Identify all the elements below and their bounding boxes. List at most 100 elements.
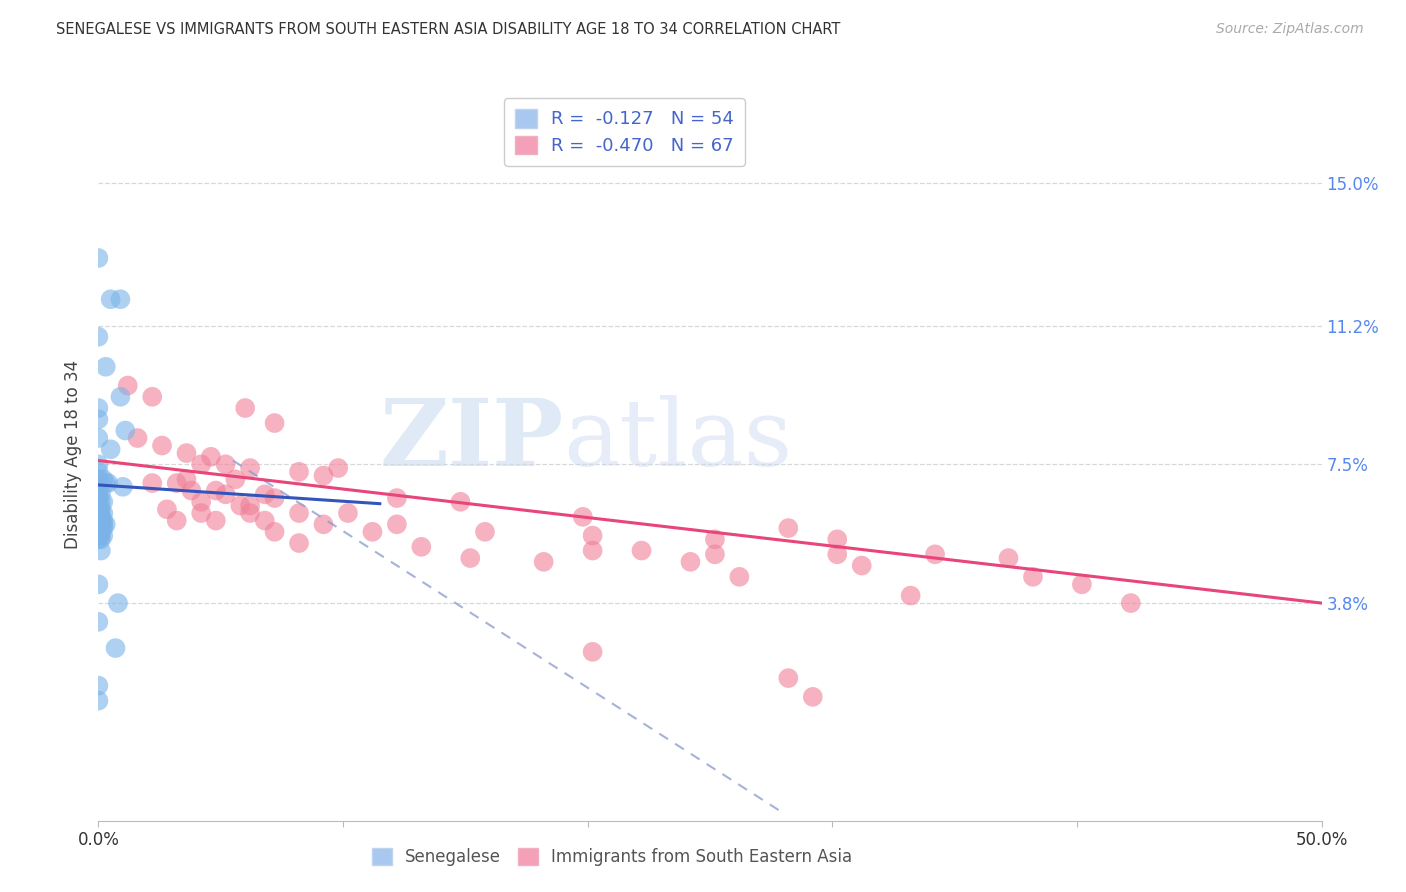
Point <box>87 401 110 415</box>
Point <box>450 495 472 509</box>
Point <box>190 506 212 520</box>
Point <box>87 465 110 479</box>
Point <box>233 401 256 415</box>
Point <box>581 543 603 558</box>
Point <box>1022 570 1045 584</box>
Point <box>263 416 285 430</box>
Point <box>200 450 222 464</box>
Point <box>91 521 114 535</box>
Y-axis label: Disability Age 18 to 34: Disability Age 18 to 34 <box>65 360 83 549</box>
Point <box>572 509 595 524</box>
Point <box>100 442 122 457</box>
Point <box>90 495 112 509</box>
Text: atlas: atlas <box>564 395 793 485</box>
Point <box>87 412 110 426</box>
Point <box>156 502 179 516</box>
Point <box>91 528 114 542</box>
Point <box>176 446 198 460</box>
Point <box>141 476 163 491</box>
Point <box>328 461 350 475</box>
Text: ZIP: ZIP <box>380 395 564 485</box>
Point <box>90 509 112 524</box>
Point <box>110 292 132 306</box>
Point <box>239 506 262 520</box>
Point <box>581 528 603 542</box>
Point <box>166 514 188 528</box>
Point <box>288 506 311 520</box>
Point <box>104 641 127 656</box>
Point <box>90 487 112 501</box>
Point <box>166 476 188 491</box>
Point <box>997 551 1019 566</box>
Point <box>150 438 173 452</box>
Point <box>229 499 252 513</box>
Point <box>114 424 136 438</box>
Point <box>100 292 122 306</box>
Point <box>94 517 117 532</box>
Point <box>87 495 110 509</box>
Point <box>87 431 110 445</box>
Point <box>900 589 922 603</box>
Point <box>239 461 262 475</box>
Point <box>90 506 112 520</box>
Point <box>385 517 408 532</box>
Point <box>533 555 555 569</box>
Point <box>924 547 946 561</box>
Point <box>91 472 114 486</box>
Point <box>728 570 751 584</box>
Point <box>263 524 285 539</box>
Point <box>87 528 110 542</box>
Point <box>87 577 110 591</box>
Point <box>336 506 359 520</box>
Point <box>87 472 110 486</box>
Point <box>205 483 228 498</box>
Point <box>1119 596 1142 610</box>
Point <box>385 491 408 505</box>
Point <box>94 476 117 491</box>
Point <box>87 251 110 265</box>
Point <box>214 487 236 501</box>
Point <box>474 524 496 539</box>
Point <box>205 514 228 528</box>
Point <box>91 514 114 528</box>
Point <box>239 499 262 513</box>
Point <box>90 514 112 528</box>
Point <box>110 390 132 404</box>
Point <box>107 596 129 610</box>
Point <box>581 645 603 659</box>
Legend: Senegalese, Immigrants from South Eastern Asia: Senegalese, Immigrants from South Easter… <box>364 839 860 874</box>
Point <box>87 502 110 516</box>
Point <box>91 517 114 532</box>
Point <box>778 671 800 685</box>
Point <box>825 533 848 547</box>
Point <box>679 555 702 569</box>
Point <box>87 509 110 524</box>
Point <box>97 476 120 491</box>
Point <box>87 487 110 501</box>
Point <box>312 517 335 532</box>
Point <box>87 679 110 693</box>
Point <box>117 378 139 392</box>
Point <box>253 487 276 501</box>
Point <box>90 517 112 532</box>
Point <box>361 524 384 539</box>
Point <box>87 521 110 535</box>
Point <box>190 495 212 509</box>
Point <box>825 547 848 561</box>
Point <box>90 543 112 558</box>
Point <box>176 472 198 486</box>
Point <box>141 390 163 404</box>
Point <box>87 693 110 707</box>
Point <box>224 472 246 486</box>
Point <box>90 524 112 539</box>
Point <box>127 431 149 445</box>
Point <box>180 483 202 498</box>
Point <box>214 458 236 472</box>
Point <box>703 547 725 561</box>
Point <box>87 533 110 547</box>
Point <box>87 506 110 520</box>
Point <box>253 514 276 528</box>
Point <box>90 521 112 535</box>
Point <box>87 330 110 344</box>
Point <box>90 533 112 547</box>
